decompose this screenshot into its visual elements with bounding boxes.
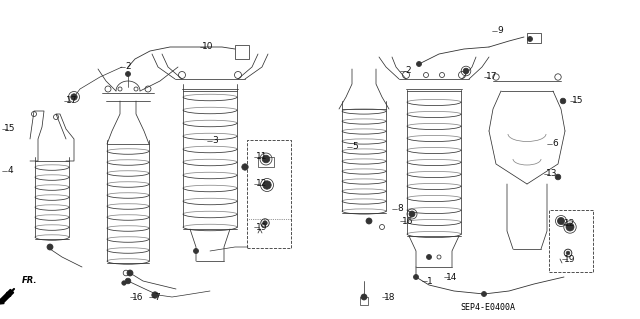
Text: 16: 16 (132, 293, 144, 301)
FancyArrow shape (0, 289, 13, 304)
Text: 6: 6 (552, 139, 558, 149)
Text: 3: 3 (212, 137, 218, 145)
Circle shape (242, 164, 248, 170)
Circle shape (361, 294, 367, 300)
Text: FR.: FR. (22, 276, 38, 285)
Text: 17: 17 (67, 97, 77, 106)
Circle shape (426, 255, 431, 259)
Circle shape (71, 94, 77, 100)
Circle shape (125, 71, 131, 77)
Text: 1: 1 (427, 277, 433, 286)
Text: 2: 2 (125, 63, 131, 71)
Text: 13: 13 (547, 169, 557, 179)
Text: 10: 10 (202, 42, 214, 51)
Circle shape (555, 174, 561, 180)
Bar (258, 157, 274, 167)
Circle shape (193, 249, 198, 254)
Circle shape (463, 68, 468, 74)
Circle shape (122, 281, 126, 285)
Text: 11: 11 (256, 152, 268, 161)
Circle shape (560, 98, 566, 104)
Bar (360, 297, 368, 305)
Circle shape (262, 155, 270, 163)
Text: 5: 5 (352, 143, 358, 152)
Text: 8: 8 (397, 204, 403, 213)
Circle shape (557, 218, 564, 225)
Bar (235, 45, 249, 59)
Text: 12: 12 (564, 219, 576, 228)
Circle shape (127, 270, 133, 276)
Text: 15: 15 (4, 124, 16, 133)
Circle shape (152, 292, 158, 298)
Circle shape (566, 251, 570, 255)
Text: 19: 19 (256, 222, 268, 232)
Text: 12: 12 (256, 180, 268, 189)
Text: 14: 14 (446, 272, 458, 281)
Text: 19: 19 (564, 255, 576, 263)
Circle shape (417, 62, 422, 66)
Circle shape (263, 221, 268, 225)
Circle shape (47, 244, 53, 250)
Circle shape (481, 292, 486, 296)
Text: 16: 16 (403, 217, 413, 226)
Circle shape (413, 275, 419, 279)
Text: 4: 4 (7, 167, 13, 175)
Text: 7: 7 (154, 293, 160, 301)
Circle shape (263, 181, 271, 189)
Text: SEP4-E0400A: SEP4-E0400A (460, 302, 515, 311)
Text: 15: 15 (572, 97, 584, 106)
Text: 18: 18 (384, 293, 396, 301)
Circle shape (125, 278, 131, 284)
Circle shape (527, 36, 532, 41)
Circle shape (366, 218, 372, 224)
Text: 9: 9 (497, 26, 503, 35)
Text: 2: 2 (405, 66, 411, 76)
Bar (527, 33, 541, 43)
Text: 17: 17 (486, 72, 498, 81)
Circle shape (566, 223, 574, 231)
Circle shape (409, 211, 415, 217)
